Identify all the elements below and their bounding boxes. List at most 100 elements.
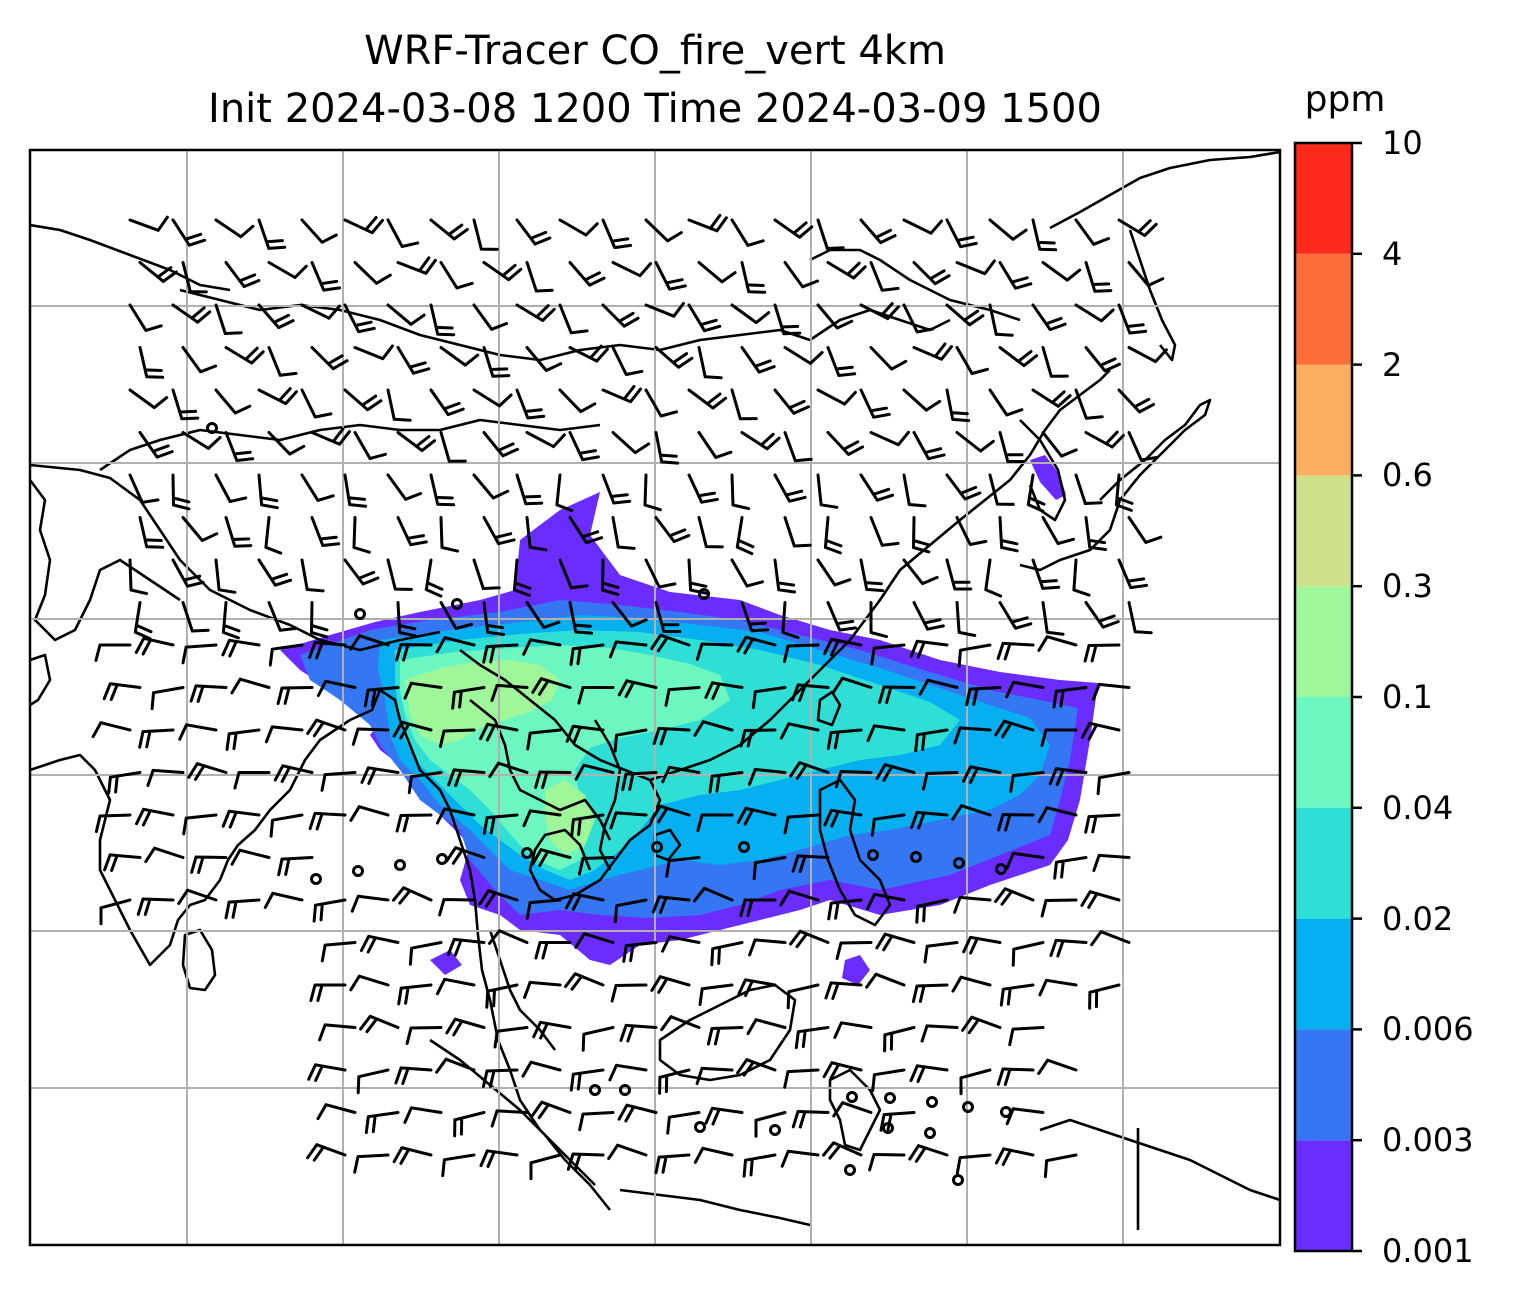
wind-barb — [923, 941, 959, 964]
plume-level-0.001-speck2 — [430, 950, 462, 975]
wind-barb — [1096, 771, 1131, 796]
wind-barb — [902, 388, 942, 412]
wind-barb — [138, 431, 174, 459]
colorbar-tick-label: 0.04 — [1382, 788, 1454, 827]
colorbar-swatch — [1295, 143, 1352, 254]
wind-barb — [574, 932, 615, 949]
wind-barb — [996, 641, 1035, 661]
wind-barb — [488, 929, 529, 945]
calm-wind-circle — [769, 1124, 781, 1136]
wind-barb — [1074, 388, 1104, 420]
wind-barb — [221, 638, 261, 658]
wind-barb — [951, 804, 992, 821]
wind-barb — [816, 558, 852, 587]
wind-barb — [230, 848, 271, 866]
wind-barb — [316, 1103, 357, 1121]
wind-barb — [611, 346, 644, 376]
wind-barb — [91, 721, 132, 739]
wind-barb — [609, 811, 648, 830]
wind-barb — [955, 516, 988, 546]
wind-barb — [951, 975, 992, 993]
wind-barb — [1127, 431, 1159, 462]
wind-barb — [1041, 601, 1065, 636]
wind-barb — [396, 601, 417, 638]
wind-barb — [522, 809, 562, 828]
wind-barb — [386, 388, 412, 422]
colorbar-swatch — [1295, 253, 1352, 365]
wind-barb — [652, 726, 691, 746]
wind-barb — [525, 516, 548, 552]
wind-barb — [789, 761, 830, 780]
wind-barb — [773, 473, 807, 503]
wind-barb — [107, 771, 142, 795]
wind-barb — [953, 726, 992, 745]
wind-barb — [955, 601, 977, 637]
wind-barb — [945, 303, 985, 327]
wind-barb — [1084, 813, 1121, 834]
wind-barb — [832, 676, 873, 694]
wind-barb — [569, 1068, 605, 1092]
wind-barb — [472, 218, 499, 251]
wind-barb — [779, 722, 820, 740]
wind-barb — [1037, 806, 1078, 824]
wind-barb — [144, 846, 185, 864]
wind-barb — [654, 261, 687, 291]
wind-barb — [429, 218, 469, 241]
wind-barb — [386, 303, 426, 326]
wind-barb — [353, 431, 387, 460]
wind-barb — [1031, 218, 1058, 252]
wind-barb — [869, 516, 900, 547]
plume-level-0.1b — [545, 780, 595, 855]
wind-barb — [695, 1066, 734, 1086]
colorbar-tick-label: 0.3 — [1382, 567, 1433, 606]
wind-barbs — [91, 213, 1168, 1186]
wind-barb — [558, 218, 599, 237]
wind-barb — [392, 1146, 433, 1165]
wind-barb — [739, 898, 777, 917]
wind-barb — [529, 1153, 562, 1181]
wind-barb — [816, 388, 857, 406]
wind-barb — [607, 1143, 648, 1160]
wind-barb — [827, 898, 863, 921]
calm-wind-circle — [206, 422, 218, 434]
wind-barb — [608, 1063, 648, 1082]
wind-barb — [429, 388, 465, 417]
wind-barb — [352, 516, 371, 554]
wind-barb — [687, 473, 719, 504]
wind-barb — [879, 1111, 916, 1132]
wind-barb — [601, 384, 642, 404]
calm-wind-circle — [1000, 1106, 1012, 1118]
wind-barb — [693, 720, 734, 737]
border-himalaya — [30, 463, 441, 652]
wind-barb — [224, 261, 261, 288]
wind-barb — [1031, 388, 1072, 408]
wind-barb — [1049, 938, 1088, 958]
wind-barb — [1048, 767, 1088, 786]
wind-barb — [395, 643, 433, 662]
wind-barb — [1009, 771, 1045, 793]
coastline-java — [619, 1188, 811, 1227]
wind-barb — [736, 806, 777, 826]
wind-barb — [1127, 516, 1163, 544]
wind-barb — [300, 473, 335, 502]
wind-barb — [955, 346, 989, 375]
wind-barb — [912, 342, 953, 361]
wind-barb — [704, 681, 744, 700]
wind-barb — [654, 601, 682, 633]
wind-barb — [789, 929, 830, 949]
wind-barb — [608, 640, 648, 659]
wind-barb — [740, 431, 781, 451]
wind-barb — [515, 218, 552, 246]
wind-barb — [909, 639, 949, 659]
wind-barb — [859, 388, 891, 419]
wind-barb — [782, 643, 820, 664]
calm-wind-circle — [310, 873, 322, 885]
wind-barb — [472, 558, 501, 590]
wind-barb — [611, 261, 652, 278]
wind-barb — [650, 975, 691, 994]
wind-barb — [403, 681, 443, 700]
colorbar-tick-label: 0.02 — [1382, 899, 1454, 938]
wind-barb — [310, 346, 349, 371]
wind-barb — [525, 601, 561, 629]
wind-barb — [439, 261, 474, 290]
